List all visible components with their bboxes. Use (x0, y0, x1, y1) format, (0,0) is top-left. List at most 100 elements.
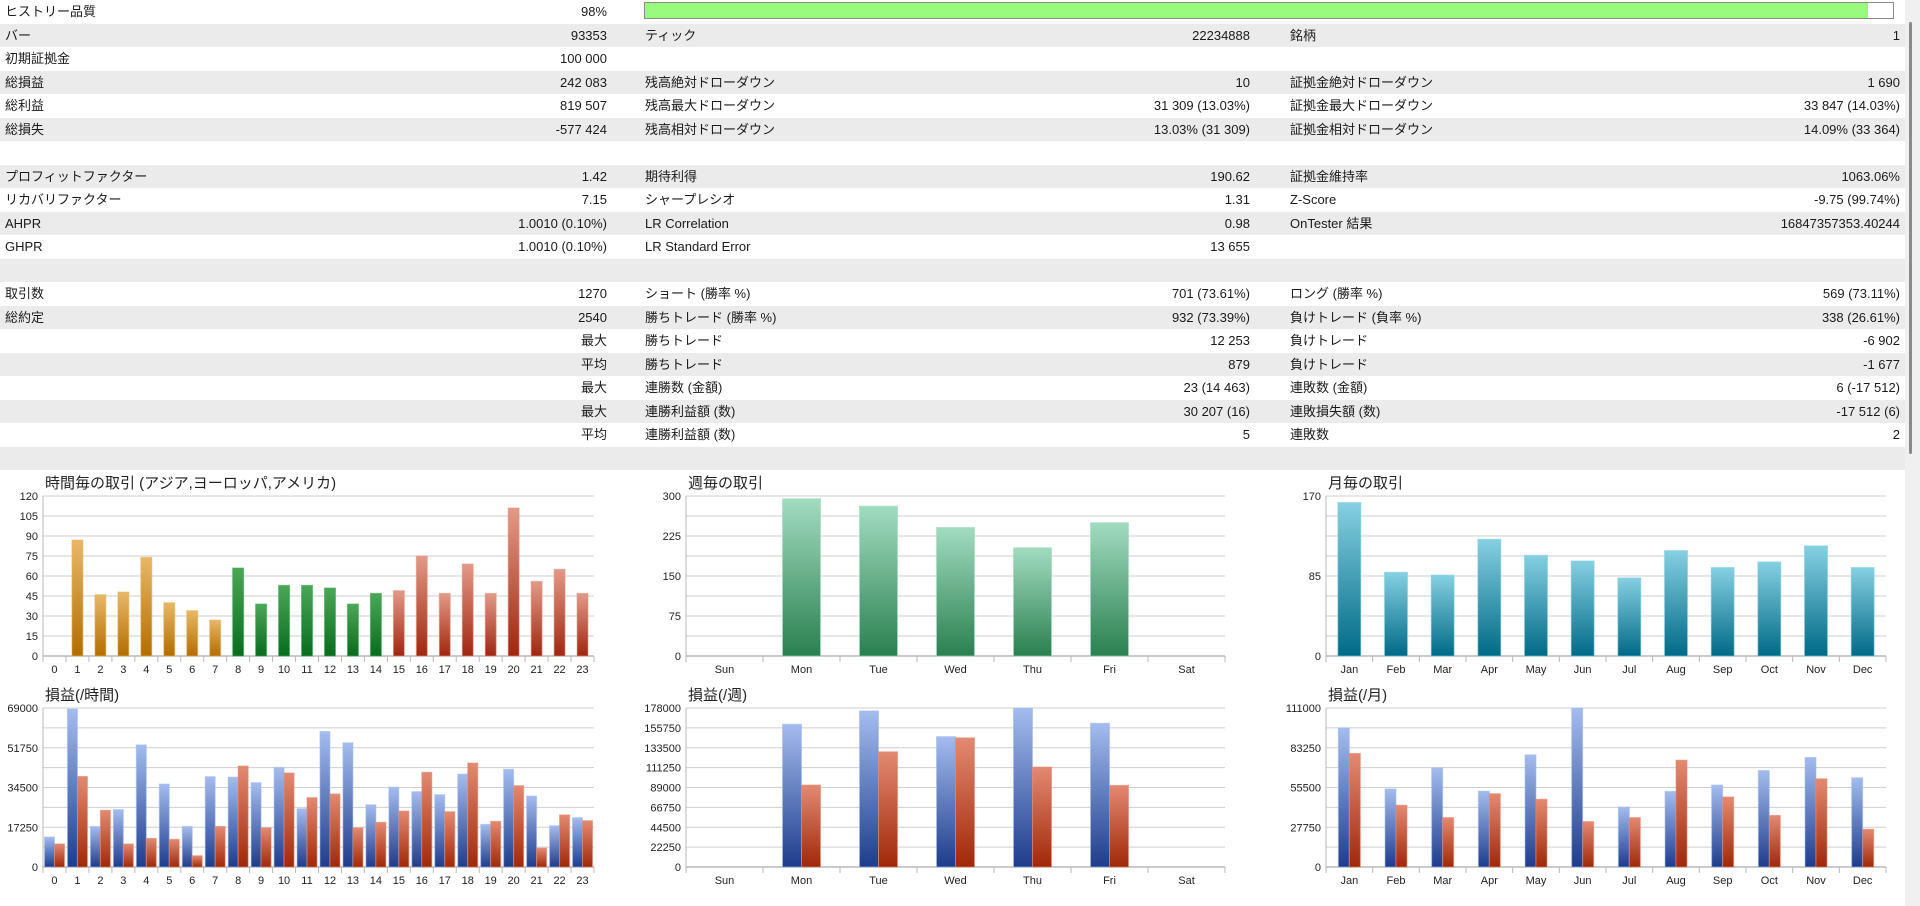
y-tick-label: 0 (1315, 862, 1321, 874)
stat-label: 証拠金相対ドローダウン (1290, 121, 1434, 137)
bar (1757, 561, 1782, 657)
x-tick-label: Oct (1761, 875, 1778, 887)
chart-title: 損益(/週) (688, 687, 747, 704)
y-tick-label: 133500 (644, 743, 681, 755)
bar (346, 603, 359, 657)
y-tick-label: 83250 (1290, 743, 1321, 755)
stat-label: 残高最大ドローダウン (645, 98, 776, 113)
stat-label: 初期証拠金 (5, 51, 71, 66)
bar-loss (283, 772, 295, 868)
x-tick-label: Jan (1340, 664, 1358, 676)
bar-loss (513, 785, 525, 868)
bar-loss (168, 838, 180, 868)
stat-value: 93353 (570, 27, 607, 43)
y-tick-label: 30 (26, 611, 38, 623)
bar-loss (76, 775, 88, 868)
bar-loss (99, 809, 111, 868)
stat-value: 1 690 (1867, 74, 1900, 90)
bar-loss (1442, 817, 1455, 868)
stat-label: プロフィットファクター (5, 168, 148, 184)
x-tick-label: 19 (485, 664, 497, 676)
stat-label: GHPR (5, 239, 43, 254)
bar-profit (296, 808, 308, 868)
stat-label: Z-Score (1290, 192, 1337, 207)
bar (140, 556, 153, 657)
stat-label: 連敗数 (金額) (1290, 380, 1368, 395)
stat-value: 1.42 (581, 168, 607, 184)
stat-label: 総損益 (5, 74, 45, 90)
stats-row: 最大 勝ちトレード 12 253 負けトレード -6 902 (0, 329, 1905, 353)
bar (1090, 522, 1129, 657)
vertical-scrollbar[interactable] (1905, 0, 1920, 906)
y-tick-label: 105 (20, 511, 38, 523)
stat-label: 銘柄 (1290, 27, 1317, 43)
bar-profit (411, 791, 423, 868)
x-tick-label: Jul (1622, 875, 1636, 887)
bar (859, 505, 898, 657)
x-tick-label: 20 (508, 875, 520, 887)
x-tick-label: Wed (944, 664, 966, 676)
bar-loss (1348, 752, 1361, 868)
stat-value: 23 (14 463) (1183, 380, 1251, 395)
x-tick-label: 23 (576, 664, 588, 676)
stat-value: 1.31 (1224, 192, 1250, 207)
stat-value: 701 (73.61%) (1171, 286, 1250, 301)
bar-loss (237, 765, 249, 868)
stat-label: 証拠金絶対ドローダウン (1290, 74, 1434, 90)
stat-value: 0.98 (1224, 215, 1250, 231)
x-tick-label: 6 (189, 875, 195, 887)
chart-weekly-trades: 週毎の取引 0 75 150 225 300 Sun Mon Tue Wed Thu Fri Sat (663, 475, 1226, 676)
bar-profit (1804, 756, 1817, 868)
bar (186, 610, 199, 657)
bar (278, 584, 291, 657)
y-tick-label: 0 (32, 651, 38, 663)
x-tick-label: Mon (791, 875, 812, 887)
bar-profit (572, 817, 584, 868)
y-tick-label: 51750 (7, 743, 38, 755)
bar (232, 567, 245, 657)
y-tick-label: 75 (669, 611, 681, 623)
x-tick-label: Mon (791, 664, 812, 676)
stats-row: AHPR 1.0010 (0.10%) LR Correlation 0.98 OnTe… (0, 211, 1905, 235)
x-tick-label: 0 (51, 664, 57, 676)
bar-profit (43, 836, 55, 868)
y-tick-label: 111250 (646, 763, 681, 775)
bar-profit (1013, 707, 1033, 868)
x-tick-label: 14 (370, 875, 382, 887)
chart-title: 損益(/月) (1328, 687, 1387, 704)
bar-profit (112, 809, 124, 868)
stat-label: リカバリファクター (5, 192, 122, 207)
chart-monthly-pnl: 損益(/月) 0 27750 55500 83250 111000 Jan Feb Mar Apr… (1286, 687, 1887, 887)
x-tick-label: Jun (1574, 664, 1592, 676)
y-tick-label: 15 (26, 631, 38, 643)
chart-weekly-pnl: 損益(/週) 0 22250 44500 66750 89000 111250 133500 1… (644, 687, 1226, 887)
x-tick-label: Sep (1713, 875, 1733, 887)
stat-label: 負けトレード (負率 %) (1290, 309, 1422, 325)
stat-value: 13.03% (31 309) (1153, 121, 1250, 137)
y-tick-label: 150 (663, 571, 681, 583)
row-history-quality: ヒストリー品質 98% (0, 0, 1905, 24)
bar-loss (352, 827, 364, 868)
x-tick-label: Feb (1387, 875, 1406, 887)
y-tick-label: 34500 (7, 783, 38, 795)
y-tick-label: 44500 (650, 822, 681, 834)
bar-profit (1384, 788, 1397, 868)
bar-profit (388, 786, 400, 868)
stat-label: OnTester 結果 (1290, 215, 1373, 231)
y-tick-label: 155750 (644, 723, 681, 735)
bar-profit (549, 825, 561, 868)
x-tick-label: Thu (1023, 875, 1042, 887)
stat-label: バー (5, 27, 32, 43)
bar-loss (444, 811, 456, 868)
bar-profit (1571, 707, 1584, 868)
x-tick-label: Feb (1387, 664, 1406, 676)
x-tick-label: Nov (1806, 664, 1826, 676)
bar (936, 526, 975, 657)
scrollbar-thumb[interactable] (1909, 22, 1912, 454)
bar (576, 592, 589, 657)
stat-label: 取引数 (5, 286, 45, 301)
stats-row: 総約定 2540 勝ちトレード (勝率 %) 932 (73.39%) 負けトレード (… (0, 305, 1905, 329)
stats-row: 総損益 242 083 残高絶対ドローダウン 10 証拠金絶対ドローダウン 1 690 (0, 70, 1905, 94)
bar (323, 587, 336, 657)
